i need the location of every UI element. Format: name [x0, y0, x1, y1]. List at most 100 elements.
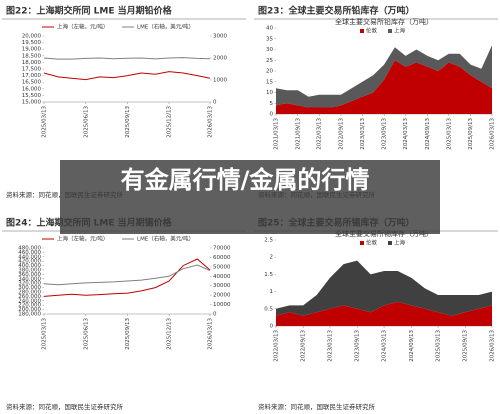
- y-tick-label: 16,000: [22, 86, 42, 92]
- x-tick-label: 2024/03/13: [403, 118, 409, 150]
- series-area: [276, 45, 492, 108]
- x-tick-label: 2023/09/13: [382, 118, 388, 150]
- y-tick-label: 20: [266, 69, 273, 75]
- source-note: 资料来源：同花顺，国联民生证券研究所: [258, 402, 376, 411]
- y-tick-label: 0: [270, 324, 274, 330]
- y-tick-label: 320,000: [18, 281, 41, 287]
- x-tick-label: 2023/03/13: [360, 118, 366, 150]
- y-tick-label: 2: [270, 255, 274, 261]
- legend-swatch: [360, 241, 364, 245]
- x-tick-label: 2026/03/13: [490, 330, 496, 362]
- y-tick-label: 17,000: [22, 73, 42, 79]
- y-tick-label: 35: [266, 36, 273, 42]
- legend-label: LME（右轴，美元/吨）: [137, 23, 194, 31]
- y-tick-label: 180,000: [18, 312, 41, 318]
- x-tick-label: 2022/09/13: [338, 118, 344, 150]
- y-tick-label: 15,000: [22, 100, 42, 106]
- y-tick-label: 15: [266, 79, 273, 85]
- x-tick-label: 2024/09/13: [409, 330, 415, 362]
- legend-label: LME（右轴，美元/吨）: [137, 235, 194, 243]
- legend-label: 上海（左轴，元/吨）: [57, 235, 108, 243]
- y-tick-label: 2.5: [264, 238, 273, 244]
- y-tick-label: 15,500: [22, 93, 42, 99]
- y-tick-label: 40: [266, 26, 273, 32]
- figure-title: 图22：上海期交所同 LME 当月期铅价格: [6, 5, 173, 17]
- x-tick-label: 2021/03/13: [274, 118, 280, 150]
- series-area: [276, 260, 492, 316]
- y-tick-label: 25: [266, 58, 273, 64]
- y-tick-label: 400,000: [18, 263, 41, 269]
- source-note: 资料来源：同花顺，国联民生证券研究所: [6, 402, 124, 411]
- y-tick-label: 20,000: [22, 34, 42, 40]
- legend-swatch: [388, 241, 392, 245]
- series-line: [43, 71, 211, 81]
- y-tick-label: 5: [270, 101, 274, 107]
- x-tick-label: 2022/09/13: [301, 330, 307, 362]
- y2-tick-label: 3000: [213, 34, 227, 40]
- y-tick-label: 460,000: [18, 250, 41, 256]
- overlay-title: 有金属行情/金属的行情: [120, 166, 370, 194]
- y-tick-label: 0: [270, 112, 274, 118]
- x-tick-label: 2023/03/13: [327, 330, 333, 362]
- y-tick-label: 17,500: [22, 67, 42, 73]
- inner-title: 全球主要交易所铅库存（万吨）: [335, 17, 433, 26]
- x-tick-label: 2025/03/13: [42, 318, 48, 350]
- y2-tick-label: 0: [213, 312, 217, 318]
- legend-swatch: [388, 29, 392, 33]
- y-tick-label: 420,000: [18, 259, 41, 265]
- y-tick-label: 0.5: [264, 306, 273, 312]
- figure-title: 图23：全球主要交易所铅库存（万吨）: [258, 5, 415, 17]
- y-tick-label: 1: [270, 289, 274, 295]
- series-area: [276, 60, 492, 114]
- x-tick-label: 2025/06/13: [83, 106, 89, 138]
- legend-label: 上海（左轴，元/吨）: [57, 23, 108, 31]
- x-tick-label: 2025/03/13: [446, 118, 452, 150]
- series-line: [43, 264, 211, 286]
- y-tick-label: 1.5: [264, 272, 273, 278]
- x-tick-label: 2024/09/13: [425, 118, 431, 150]
- x-tick-label: 2026/03/13: [208, 106, 214, 138]
- legend-label: 上海: [394, 27, 406, 35]
- y-tick-label: 440,000: [18, 254, 41, 260]
- y-tick-label: 19,500: [22, 40, 42, 46]
- legend-label: 上海: [394, 239, 406, 247]
- y-tick-label: 480,000: [18, 246, 41, 252]
- y-tick-label: 220,000: [18, 303, 41, 309]
- x-tick-label: 2025/12/13: [167, 318, 173, 350]
- legend-label: 伦敦: [366, 27, 378, 35]
- y2-tick-label: 2000: [213, 56, 227, 62]
- x-tick-label: 2025/09/13: [125, 318, 131, 350]
- y2-tick-label: 0: [213, 100, 217, 106]
- x-tick-label: 2025/09/13: [125, 106, 131, 138]
- y-tick-label: 360,000: [18, 272, 41, 278]
- x-tick-label: 2025/03/13: [42, 106, 48, 138]
- x-tick-label: 2025/09/13: [468, 118, 474, 150]
- y-tick-label: 340,000: [18, 276, 41, 282]
- y-tick-label: 200,000: [18, 307, 41, 313]
- x-tick-label: 2026/03/13: [208, 318, 214, 350]
- y-tick-label: 18,500: [22, 53, 42, 59]
- y-tick-label: 16,500: [22, 80, 42, 86]
- x-tick-label: 2021/09/13: [295, 118, 301, 150]
- x-tick-label: 2026/03/13: [490, 118, 496, 150]
- x-tick-label: 2024/03/13: [382, 330, 388, 362]
- y2-tick-label: 70000: [213, 246, 231, 252]
- y-tick-label: 18,000: [22, 60, 42, 66]
- series-area: [276, 301, 492, 326]
- legend-label: 伦敦: [366, 239, 378, 247]
- y-tick-label: 10: [266, 90, 273, 96]
- x-tick-label: 2023/09/13: [355, 330, 361, 362]
- x-tick-label: 2025/12/13: [167, 106, 173, 138]
- y2-tick-label: 10000: [213, 302, 231, 308]
- y-tick-label: 240,000: [18, 298, 41, 304]
- x-tick-label: 2025/09/13: [463, 330, 469, 362]
- y-tick-label: 380,000: [18, 268, 41, 274]
- overlay-banner: 有金属行情/金属的行情: [60, 160, 440, 234]
- y2-tick-label: 50000: [213, 264, 231, 270]
- y2-tick-label: 1000: [213, 78, 227, 84]
- y-tick-label: 30: [266, 47, 273, 53]
- series-line: [43, 57, 211, 60]
- y-tick-label: 280,000: [18, 290, 41, 296]
- series-line: [43, 258, 211, 297]
